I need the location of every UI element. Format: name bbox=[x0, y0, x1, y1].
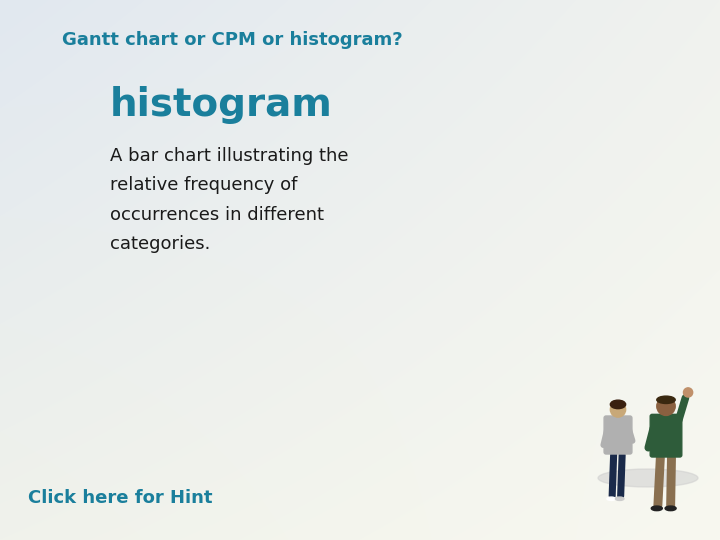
FancyBboxPatch shape bbox=[650, 414, 682, 457]
FancyArrowPatch shape bbox=[658, 458, 660, 505]
FancyArrowPatch shape bbox=[603, 429, 607, 445]
FancyArrowPatch shape bbox=[629, 429, 632, 441]
FancyBboxPatch shape bbox=[604, 416, 632, 454]
Text: histogram: histogram bbox=[110, 86, 333, 124]
Ellipse shape bbox=[652, 506, 662, 511]
FancyArrowPatch shape bbox=[612, 455, 613, 496]
Circle shape bbox=[683, 388, 693, 397]
FancyArrowPatch shape bbox=[679, 398, 685, 420]
Ellipse shape bbox=[665, 506, 676, 511]
Text: Gantt chart or CPM or histogram?: Gantt chart or CPM or histogram? bbox=[62, 31, 402, 49]
Ellipse shape bbox=[616, 497, 624, 501]
Text: Click here for Hint: Click here for Hint bbox=[28, 489, 212, 507]
Ellipse shape bbox=[657, 396, 675, 403]
FancyArrowPatch shape bbox=[648, 428, 653, 448]
Ellipse shape bbox=[657, 397, 675, 415]
Text: A bar chart illustrating the
relative frequency of
occurrences in different
cate: A bar chart illustrating the relative fr… bbox=[110, 147, 348, 253]
Ellipse shape bbox=[611, 400, 626, 409]
Ellipse shape bbox=[607, 497, 616, 501]
FancyArrowPatch shape bbox=[670, 458, 672, 505]
Ellipse shape bbox=[611, 402, 626, 417]
FancyArrowPatch shape bbox=[621, 455, 622, 496]
Ellipse shape bbox=[598, 469, 698, 487]
